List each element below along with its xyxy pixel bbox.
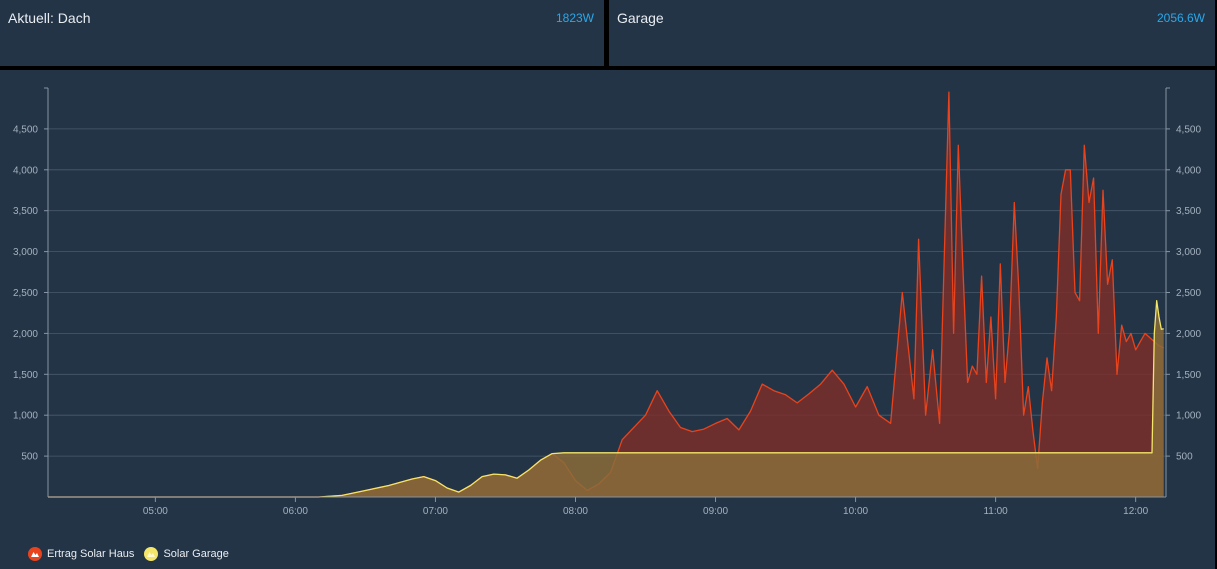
y-tick-label: 2,500 [13,288,38,299]
area-chart-icon [144,547,159,561]
y-tick-label-right: 1,000 [1176,411,1201,422]
solar-chart[interactable]: 500 500 1,000 1,000 1,500 1,500 2,000 2,000 2,50… [0,70,1215,569]
x-tick-label: 11:00 [983,506,1008,517]
chart-panel: 500 500 1,000 1,000 1,500 1,500 2,000 2,000 2,50… [0,70,1215,569]
y-tick-label-right: 2,000 [1176,329,1201,340]
y-tick-label: 4,500 [13,124,38,135]
legend-label-garage: Solar Garage [163,548,229,560]
x-tick-label: 10:00 [843,506,868,517]
y-tick-label-right: 3,000 [1176,247,1201,258]
y-tick-label-right: 2,500 [1176,288,1201,299]
legend-item-haus[interactable]: Ertrag Solar Haus [28,547,134,561]
chart-legend: Ertrag Solar Haus Solar Garage [28,547,229,561]
tile-title: Garage [617,10,664,26]
tile-garage[interactable]: Garage 2056.6W [609,0,1215,66]
series-area-haus [48,92,1164,497]
y-tick-label-right: 3,500 [1176,206,1201,217]
y-tick-label: 500 [21,452,38,463]
x-tick-label: 07:00 [423,506,448,517]
tile-value: 1823W [555,11,594,25]
y-tick-label: 1,000 [13,411,38,422]
x-tick-label: 08:00 [563,506,588,517]
x-tick-label: 06:00 [283,506,308,517]
legend-item-garage[interactable]: Solar Garage [144,547,229,561]
y-tick-label-right: 4,000 [1176,165,1201,176]
x-tick-label: 12:00 [1123,506,1148,517]
area-chart-icon [28,547,42,561]
tile-value: 2056.6W [1156,11,1205,25]
y-tick-label: 2,000 [13,329,38,340]
y-tick-label-right: 4,500 [1176,124,1201,135]
x-tick-label: 05:00 [143,506,168,517]
tile-title: Aktuell: Dach [8,10,91,26]
x-tick-label: 09:00 [703,506,728,517]
y-tick-label-right: 500 [1176,452,1193,463]
y-tick-label-right: 1,500 [1176,370,1201,381]
y-tick-label: 4,000 [13,165,38,176]
y-tick-label: 3,500 [13,206,38,217]
series-line-garage [48,300,1164,498]
y-tick-label: 1,500 [13,370,38,381]
y-tick-label: 3,000 [13,247,38,258]
legend-label-haus: Ertrag Solar Haus [47,548,135,560]
series-area-garage [48,300,1164,497]
tile-aktuell-dach[interactable]: Aktuell: Dach 1823W [0,0,604,66]
